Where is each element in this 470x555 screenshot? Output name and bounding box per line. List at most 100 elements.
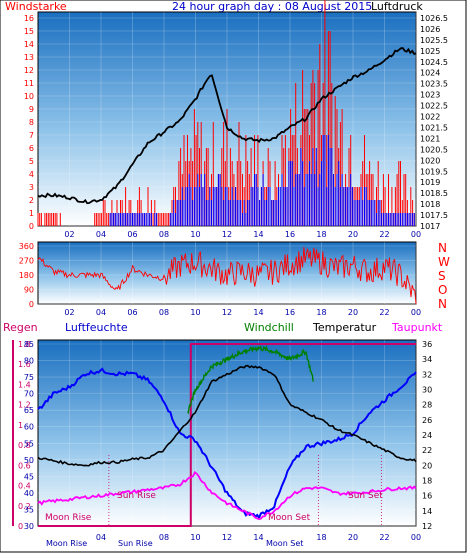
top-left-tick-label: 10 (24, 92, 34, 101)
annotation-sun-rise: Sun Rise (117, 491, 156, 501)
top-chart-marks: 01234567891011121314151610171017.5101810… (24, 0, 448, 239)
legend-windchill: Windchill (244, 321, 294, 334)
top-right-tick-label: 1018 (420, 200, 440, 209)
legend-regen: Regen (3, 321, 38, 334)
top-x-tick-label: 18 (316, 230, 326, 239)
legend-temperatur: Temperatur (312, 321, 377, 334)
middle-x-tick-label: 10 (190, 308, 200, 317)
middle-x-tick-label: 06 (127, 308, 137, 317)
windrichtung-line (37, 247, 417, 305)
temp-tick-label: 14 (422, 507, 432, 516)
middle-x-tick-label: 20 (348, 308, 358, 317)
humidity-tick-label: 70 (24, 390, 34, 399)
top-x-tick-label: 20 (348, 230, 358, 239)
top-right-tick-label: 1020 (420, 156, 440, 165)
bottom-x-tick-label: 22 (379, 533, 389, 542)
bottom-x-tick-label: 10 (190, 533, 200, 542)
regen-tick-label: 1 (18, 421, 23, 430)
top-right-tick-label: 1023.5 (420, 80, 448, 89)
bottom-x-tick-label: 18 (316, 533, 326, 542)
top-x-tick-label: 14 (253, 230, 263, 239)
top-left-tick-label: 9 (29, 105, 34, 114)
humidity-tick-label: 55 (24, 439, 34, 448)
top-left-tick-label: 0 (29, 222, 34, 231)
humidity-tick-label: 60 (24, 423, 34, 432)
regen-tick-label: 0.8 (18, 441, 31, 450)
top-right-tick-label: 1025 (420, 47, 440, 56)
top-x-tick-label: 22 (379, 230, 389, 239)
top-left-tick-label: 6 (29, 144, 34, 153)
temp-tick-label: 34 (422, 355, 432, 364)
regen-tick-label: 0 (18, 522, 23, 531)
top-right-tick-label: 1025.5 (420, 36, 448, 45)
top-right-tick-label: 1022.5 (420, 102, 448, 111)
humidity-tick-label: 35 (24, 505, 34, 514)
top-left-tick-label: 8 (29, 118, 34, 127)
top-right-tick-label: 1023 (420, 91, 440, 100)
top-right-tick-label: 1022 (420, 113, 440, 122)
middle-left-tick-label: 90 (24, 286, 34, 295)
middle-x-tick-label: 04 (96, 308, 106, 317)
middle-compass-label: W (438, 255, 450, 269)
top-right-tick-label: 1017.5 (420, 211, 448, 220)
regen-line (38, 343, 416, 527)
regen-tick-label: 0.4 (18, 482, 31, 491)
middle-left-tick-label: 270 (19, 257, 34, 266)
top-x-tick-label: 06 (127, 230, 137, 239)
middle-left-tick-label: 360 (19, 242, 34, 251)
bottom-x-tick-label: 00 (411, 533, 421, 542)
temp-tick-label: 22 (422, 446, 432, 455)
middle-x-tick-label: 02 (64, 308, 74, 317)
middle-x-tick-label: 14 (253, 308, 263, 317)
regen-tick-label: 0.6 (18, 461, 31, 470)
annotation-moon-set: Moon Set (268, 513, 311, 523)
regen-tick-label: 1.2 (18, 401, 31, 410)
middle-compass-label: N (438, 241, 447, 255)
top-x-tick-label: 02 (64, 230, 74, 239)
windstarke-label: Windstarke (5, 0, 67, 13)
annotation-sun-set: Sun Set (348, 491, 383, 501)
windstarke-avg-bars (109, 135, 415, 226)
middle-compass-label: N (438, 297, 447, 311)
taupunkt-line (37, 471, 417, 521)
top-right-tick-label: 1017 (420, 222, 440, 231)
top-left-tick-label: 16 (24, 14, 34, 23)
top-right-tick-label: 1024.5 (420, 58, 448, 67)
temp-tick-label: 12 (422, 522, 432, 531)
top-left-tick-label: 12 (24, 66, 34, 75)
top-right-tick-label: 1021.5 (420, 123, 448, 132)
temperatur-line (37, 364, 417, 467)
bottom-x-tick-label: 14 (253, 533, 263, 542)
temp-tick-label: 20 (422, 461, 432, 470)
regen-tick-label: 1.4 (18, 380, 31, 389)
top-left-tick-label: 13 (24, 53, 34, 62)
top-x-tick-label: 10 (190, 230, 200, 239)
humidity-tick-label: 40 (24, 489, 34, 498)
top-left-tick-label: 2 (29, 196, 34, 205)
bottom-x-tick-label: 20 (348, 533, 358, 542)
top-left-tick-label: 14 (24, 40, 34, 49)
luftdruck-line (37, 47, 417, 205)
humidity-tick-label: 75 (24, 373, 34, 382)
middle-compass-label: O (438, 283, 447, 297)
top-left-tick-label: 1 (29, 209, 34, 218)
top-x-tick-label: 12 (222, 230, 232, 239)
top-left-tick-label: 15 (24, 27, 34, 36)
humidity-tick-label: 80 (24, 357, 34, 366)
middle-compass-label: S (438, 269, 446, 283)
regen-tick-label: 0.2 (18, 502, 31, 511)
middle-x-tick-label: 18 (316, 308, 326, 317)
top-left-tick-label: 3 (29, 183, 34, 192)
temp-tick-label: 16 (422, 492, 432, 501)
top-left-tick-label: 4 (29, 170, 34, 179)
middle-x-tick-label: 12 (222, 308, 232, 317)
middle-left-tick-label: 0 (29, 300, 34, 309)
humidity-tick-label: 30 (24, 522, 34, 531)
humidity-tick-label: 50 (24, 456, 34, 465)
top-right-tick-label: 1019 (420, 178, 440, 187)
top-right-tick-label: 1026.5 (420, 14, 448, 23)
top-right-tick-label: 1024 (420, 69, 440, 78)
